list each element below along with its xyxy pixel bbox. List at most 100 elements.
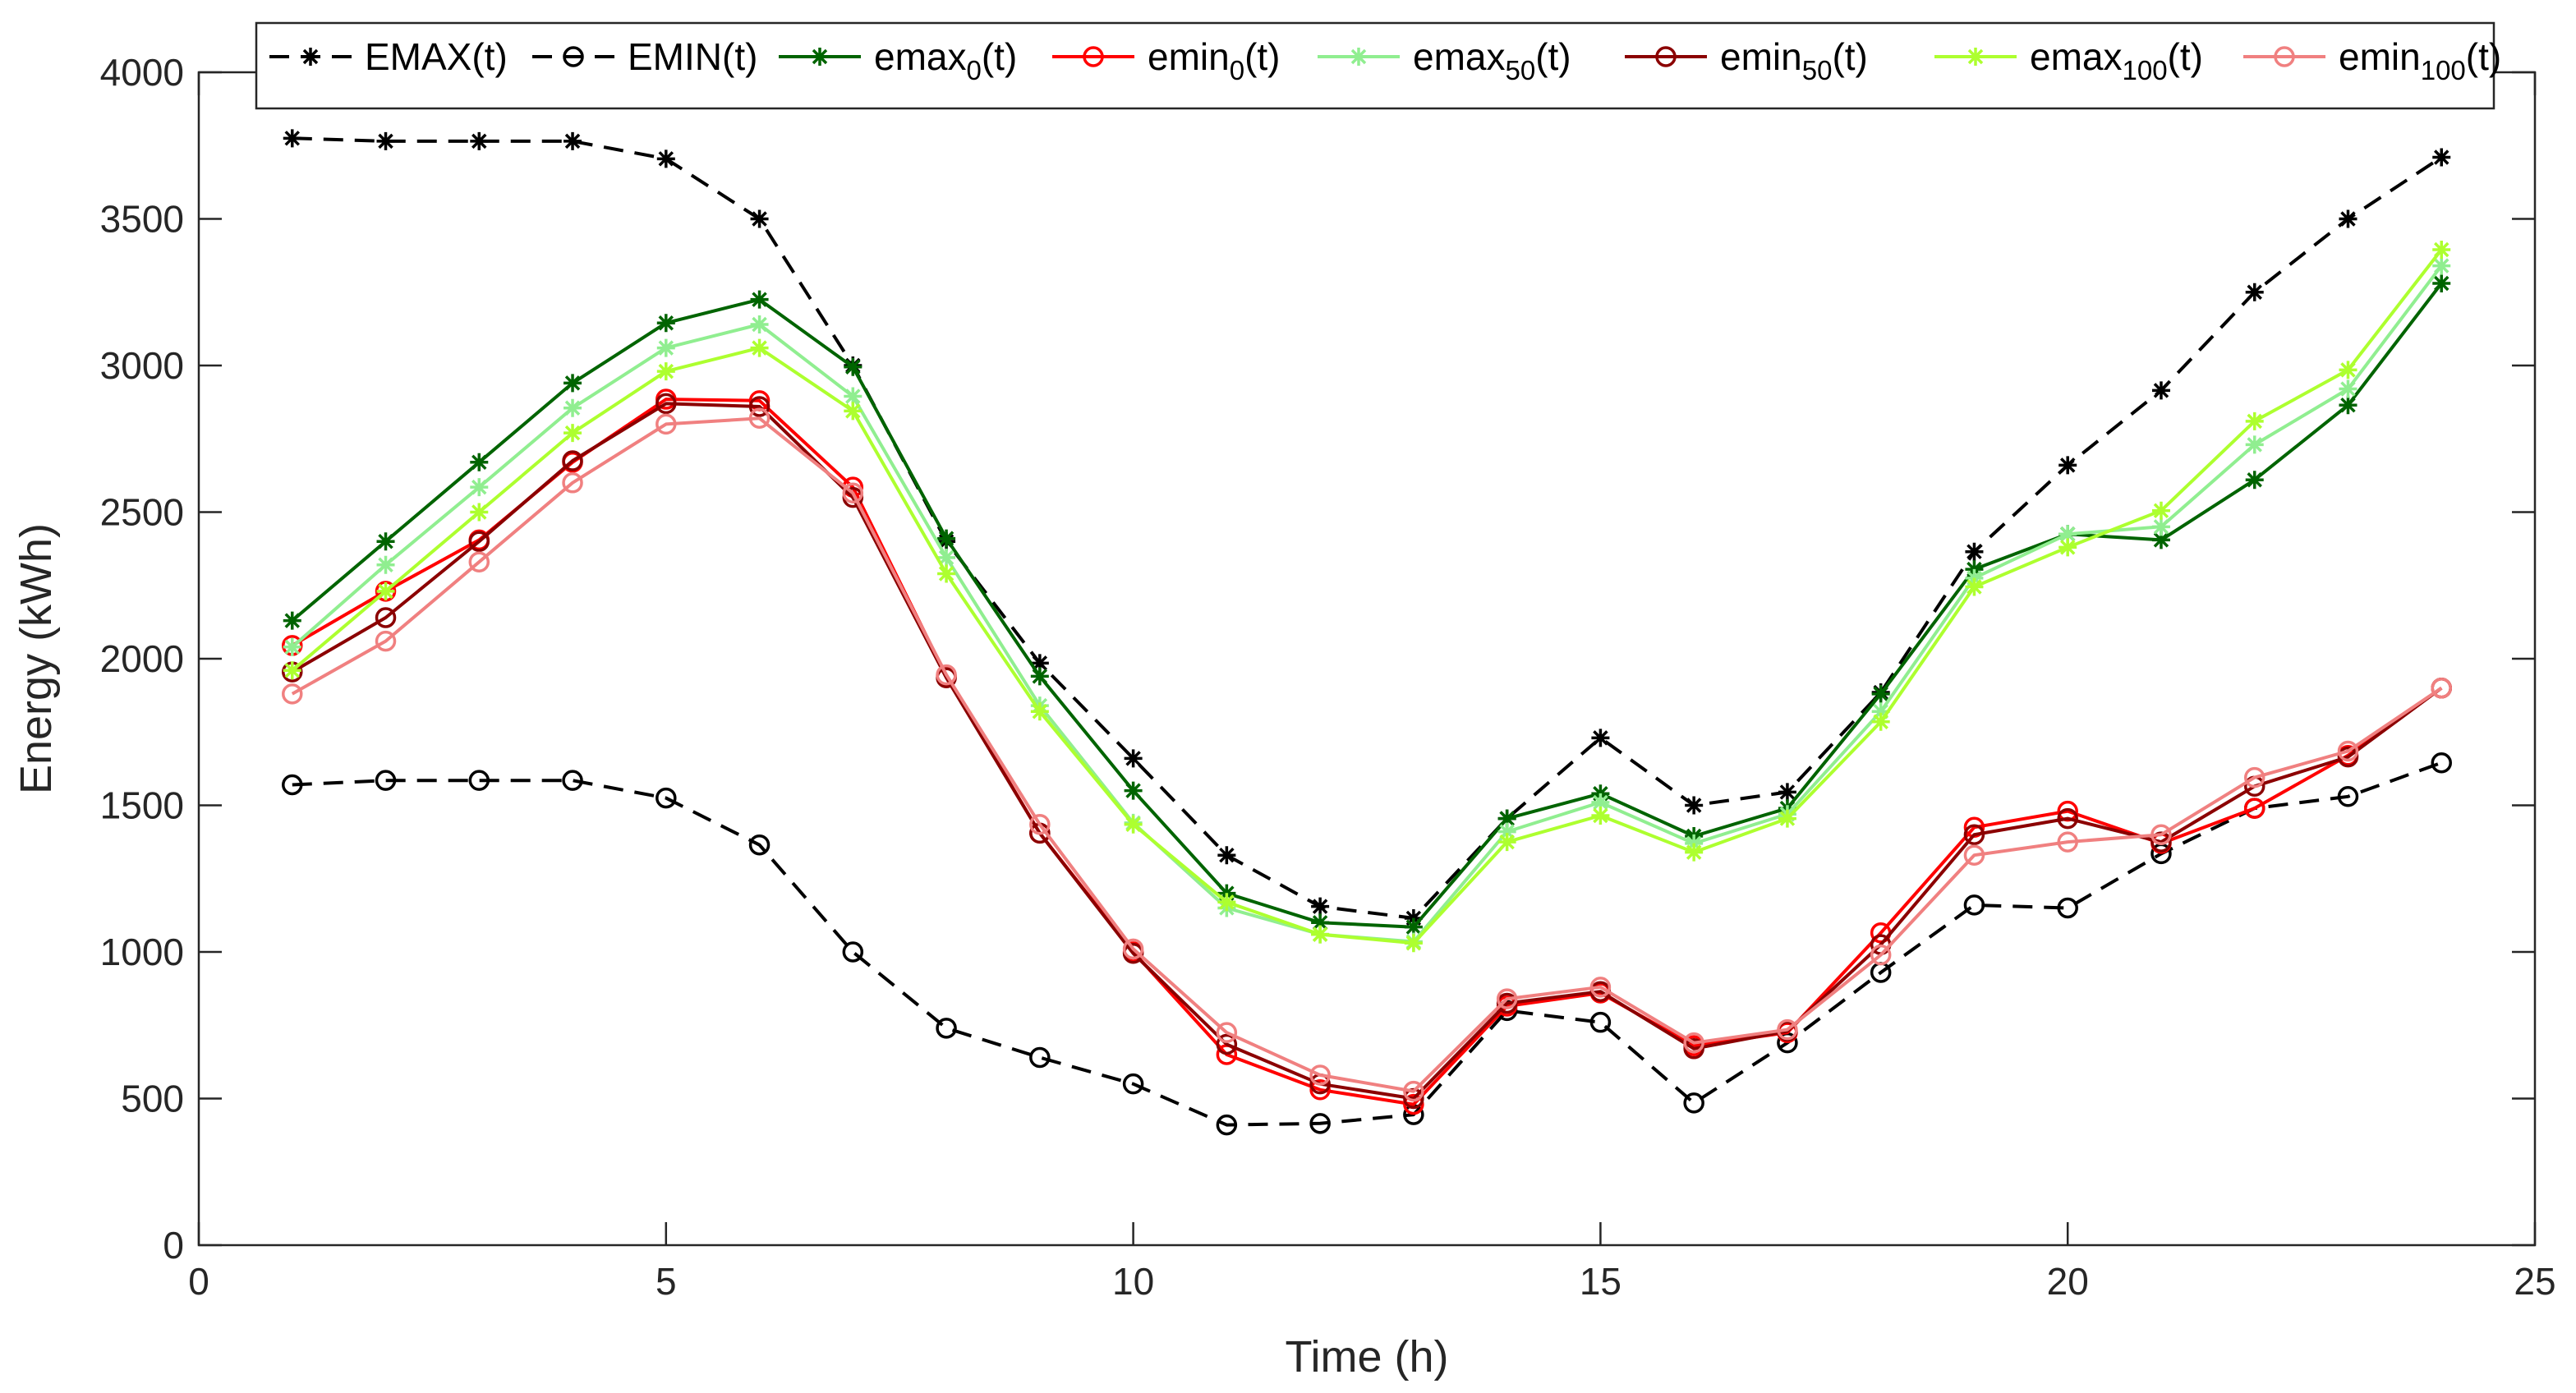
y-tick-label: 0 [163, 1224, 184, 1267]
data-point-emax-50-t [2245, 435, 2264, 454]
data-point-emax-t [1965, 542, 1984, 561]
data-point-emax-0-t [2151, 531, 2170, 549]
data-point-emax-100-t [1778, 809, 1796, 828]
data-point-emin-100-t [1963, 844, 1985, 866]
legend-marker [301, 48, 320, 66]
data-point-emax-t [2339, 209, 2358, 228]
data-point-emin-100-t [1216, 1022, 1238, 1043]
data-point-emax-t [2245, 283, 2264, 301]
y-tick-label: 3500 [100, 198, 184, 241]
data-point-emax-t [1591, 729, 1610, 747]
data-point-emin-100-t [282, 683, 303, 705]
data-point-emax-0-t [2432, 274, 2451, 293]
data-point-emax-50-t [844, 387, 862, 406]
y-axis-title: Energy (kWh) [12, 523, 61, 794]
legend-marker [1350, 48, 1368, 66]
series-emin-50-t [282, 393, 2452, 1110]
data-point-emax-t [470, 131, 489, 150]
data-point-emax-100-t [564, 424, 582, 443]
data-point-emin-100-t [375, 630, 397, 652]
legend-label: emin0(t) [1148, 35, 1281, 85]
legend-entry-emax-t: EMAX(t) [269, 35, 508, 78]
data-point-emax-100-t [1404, 934, 1423, 953]
x-axis-ticks: 0 5 10 15 20 25 [188, 72, 2556, 1303]
data-point-emin-100-t [2057, 831, 2078, 853]
data-point-emax-t [1778, 783, 1796, 802]
data-point-emin-100-t [1309, 1064, 1331, 1086]
series-line-emax-t [292, 136, 2443, 920]
data-point-emax-100-t [937, 564, 956, 583]
legend-box [255, 21, 2496, 110]
data-point-emin-100-t [2150, 824, 2172, 845]
data-point-emax-100-t [2432, 240, 2451, 259]
x-tick-label: 0 [188, 1260, 209, 1303]
data-point-emax-100-t [1591, 806, 1610, 825]
data-point-emax-t [564, 131, 582, 150]
data-point-emin-100-t [2431, 677, 2452, 699]
data-point-emax-100-t [283, 661, 301, 680]
data-point-emax-50-t [564, 398, 582, 417]
legend-entry-emax-100-t: emax100(t) [1934, 35, 2203, 85]
data-point-emax-0-t [2245, 471, 2264, 490]
data-point-emax-t [2432, 148, 2451, 167]
data-point-emax-t [750, 209, 769, 228]
data-point-emax-0-t [1404, 917, 1423, 936]
data-point-emax-100-t [656, 362, 675, 381]
data-point-emax-100-t [2151, 501, 2170, 520]
legend-label: emin100(t) [2339, 35, 2501, 85]
data-point-emax-100-t [844, 402, 862, 421]
data-point-emin-50-t [468, 531, 490, 552]
data-point-emax-100-t [1217, 893, 1236, 912]
data-point-emax-t [283, 129, 301, 148]
data-point-emax-t [1217, 846, 1236, 865]
data-point-emax-50-t [283, 637, 301, 656]
legend: EMAX(t) EMIN(t) emax0(t) emin0(t) emax50(t) e… [255, 21, 2501, 110]
data-point-emax-0-t [283, 611, 301, 630]
data-point-emax-50-t [1591, 793, 1610, 811]
data-point-emin-t [2337, 786, 2359, 807]
data-point-emax-0-t [376, 532, 395, 551]
data-point-emin-t [936, 1018, 957, 1039]
legend-marker [1966, 48, 1985, 66]
data-point-emin-t [562, 770, 583, 791]
data-point-emax-100-t [1311, 925, 1330, 944]
data-point-emin-100-t [1496, 988, 1518, 1009]
data-point-emin-100-t [1122, 938, 1144, 960]
data-point-emax-50-t [750, 315, 769, 334]
data-point-emax-100-t [1871, 712, 1890, 731]
data-point-emax-100-t [1124, 815, 1143, 834]
data-point-emin-50-t [1216, 1033, 1238, 1055]
x-axis-title: Time (h) [1286, 1332, 1449, 1382]
data-point-emax-50-t [1497, 822, 1516, 841]
y-tick-label: 3000 [100, 344, 184, 387]
data-point-emax-100-t [376, 582, 395, 600]
legend-marker [1083, 46, 1104, 67]
y-tick-label: 4000 [100, 51, 184, 94]
data-point-emin-t [656, 787, 677, 809]
series-line-emin-100-t [291, 416, 2443, 1093]
data-point-emin-50-t [562, 450, 583, 471]
data-point-emin-100-t [562, 472, 583, 494]
data-point-emax-0-t [656, 314, 675, 333]
data-point-emax-50-t [2151, 517, 2170, 536]
data-point-emax-50-t [1871, 702, 1890, 721]
series-line-emax-100-t [291, 248, 2443, 945]
data-point-emax-t [2151, 381, 2170, 400]
data-point-emax-100-t [2245, 411, 2264, 430]
data-point-emax-t [1124, 749, 1143, 768]
data-point-emin-100-t [748, 407, 770, 430]
data-point-emin-t [842, 941, 864, 963]
data-point-emin-100-t [1870, 944, 1892, 966]
data-point-emin-0-t [1403, 1093, 1424, 1115]
data-point-emax-50-t [2432, 256, 2451, 275]
data-point-emax-100-t [470, 503, 489, 522]
legend-label: emin50(t) [1720, 35, 1868, 85]
y-tick-label: 1500 [100, 784, 184, 827]
legend-entry-emax-50-t: emax50(t) [1318, 35, 1571, 85]
data-point-emin-100-t [2337, 740, 2359, 762]
data-point-emin-t [375, 770, 397, 791]
y-tick-label: 1000 [100, 931, 184, 973]
data-point-emin-100-t [1683, 1032, 1704, 1054]
y-axis-ticks: 0 500 1000 1500 2000 2500 3000 3500 4000 [100, 51, 2535, 1267]
